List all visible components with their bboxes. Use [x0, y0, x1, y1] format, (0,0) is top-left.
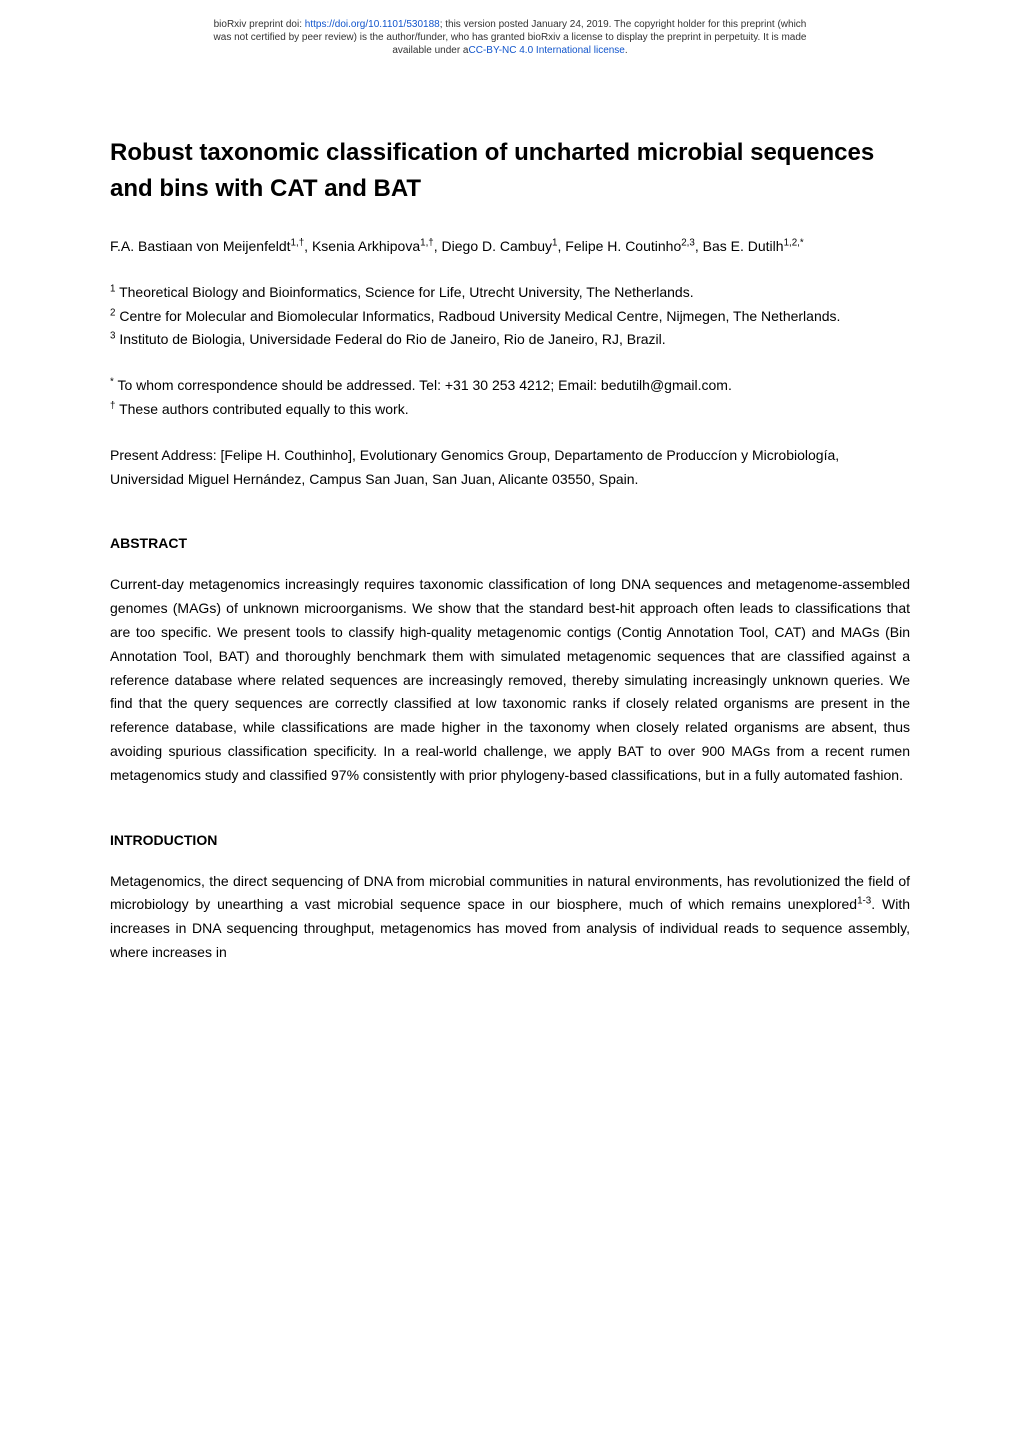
authors-list: F.A. Bastiaan von Meijenfeldt1,†, Ksenia…: [110, 235, 910, 259]
doi-link[interactable]: https://doi.org/10.1101/530188: [305, 19, 440, 30]
affiliation-1: 1 Theoretical Biology and Bioinformatics…: [110, 281, 910, 305]
affiliation-3: 3 Instituto de Biologia, Universidade Fe…: [110, 328, 910, 352]
header-line1-suffix: ; this version posted January 24, 2019. …: [440, 19, 807, 30]
present-address: Present Address: [Felipe H. Couthinho], …: [110, 444, 910, 492]
cc-license-link[interactable]: CC-BY-NC 4.0 International license: [469, 45, 625, 56]
affiliation-2: 2 Centre for Molecular and Biomolecular …: [110, 305, 910, 329]
page-content: Robust taxonomic classification of uncha…: [0, 65, 1020, 1005]
corresponding-author: * To whom correspondence should be addre…: [110, 374, 910, 398]
header-line3-prefix: available under a: [392, 45, 468, 56]
preprint-header: bioRxiv preprint doi: https://doi.org/10…: [0, 0, 1020, 65]
paper-title: Robust taxonomic classification of uncha…: [110, 135, 910, 207]
abstract-text: Current-day metagenomics increasingly re…: [110, 573, 910, 787]
introduction-text: Metagenomics, the direct sequencing of D…: [110, 870, 910, 965]
introduction-heading: INTRODUCTION: [110, 832, 910, 848]
correspondence: * To whom correspondence should be addre…: [110, 374, 910, 422]
affiliations: 1 Theoretical Biology and Bioinformatics…: [110, 281, 910, 352]
equal-contribution: † These authors contributed equally to t…: [110, 398, 910, 422]
header-line2: was not certified by peer review) is the…: [214, 32, 807, 43]
header-line1-prefix: bioRxiv preprint doi:: [214, 19, 305, 30]
abstract-heading: ABSTRACT: [110, 535, 910, 551]
header-line3-suffix: .: [625, 45, 628, 56]
